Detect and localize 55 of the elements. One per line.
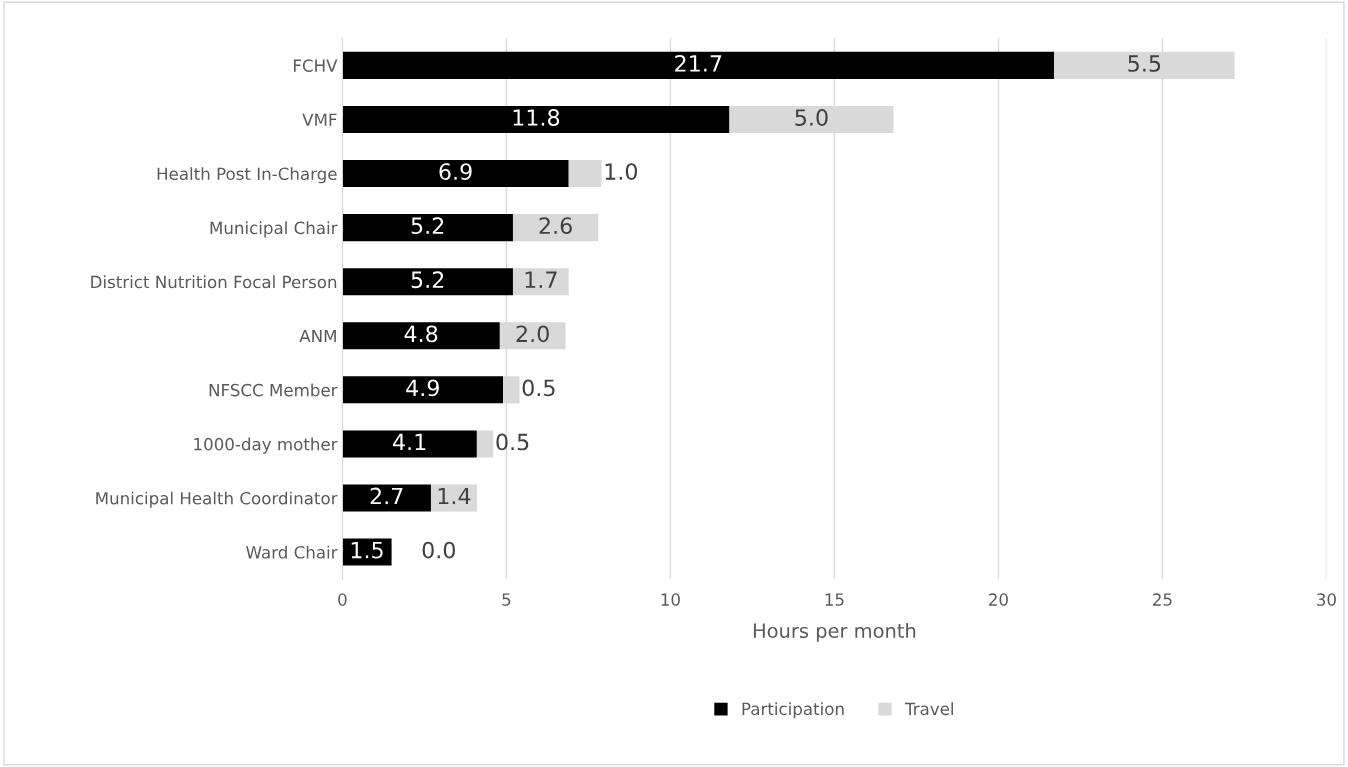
data-label: 1.4 [438, 487, 471, 505]
data-label: 6.9 [439, 163, 472, 180]
y-tick-label: Ward Chair [246, 545, 338, 559]
bar [342, 376, 504, 404]
bar [512, 214, 599, 242]
data-label: 1.7 [525, 271, 557, 288]
y-tick-label: Municipal Health Coordinator [96, 491, 338, 508]
legend-label: Travel [904, 702, 953, 716]
bar [342, 268, 513, 296]
y-tick-label: ANM [299, 329, 336, 343]
y-tick-label: District Nutrition Focal Person [91, 275, 337, 289]
bar [568, 160, 602, 188]
x-tick-label: 25 [1153, 593, 1172, 606]
y-tick-label: NFSCC Member [209, 383, 338, 397]
data-label: 5.2 [411, 271, 444, 289]
bar [342, 538, 392, 566]
bar [476, 430, 494, 458]
y-tick-label: FCHV [294, 59, 338, 72]
bar [342, 160, 569, 188]
data-label: 21.7 [675, 55, 722, 72]
data-label: 4.1 [393, 433, 426, 451]
data-label: 4.9 [406, 379, 439, 397]
x-tick-label: 5 [502, 593, 511, 606]
data-label: 2.0 [516, 325, 549, 343]
data-label: 11.8 [513, 109, 560, 126]
x-tick-label: 0 [338, 593, 347, 606]
data-label: 0.5 [522, 379, 555, 397]
y-tick-label: 1000-day mother [194, 437, 338, 454]
data-label: 5.5 [1128, 55, 1161, 72]
bar [342, 105, 730, 133]
y-tick-label: Municipal Chair [210, 221, 338, 238]
bar [512, 268, 569, 296]
data-label: 5.0 [795, 109, 828, 126]
bar [342, 322, 500, 350]
data-label: 0.0 [422, 541, 455, 559]
x-tick-label: 15 [825, 593, 844, 606]
data-label: 4.8 [404, 325, 438, 343]
bar [430, 484, 477, 512]
data-label: 0.5 [496, 433, 529, 451]
x-tick-label: 30 [1317, 593, 1336, 606]
data-label: 2.6 [539, 217, 572, 235]
data-label: 1.5 [351, 541, 383, 559]
bar [342, 214, 513, 242]
data-label: 2.7 [370, 487, 403, 505]
legend-label: Participation [742, 702, 844, 719]
x-axis-title: Hours per month [753, 622, 916, 642]
bar [342, 51, 1055, 79]
y-tick-label: Health Post In-Charge [157, 167, 337, 184]
bar [342, 430, 477, 458]
data-label: 1.0 [605, 163, 638, 180]
x-tick-label: 20 [989, 593, 1008, 606]
bar [342, 484, 431, 512]
y-tick-label: VMF [302, 113, 337, 126]
x-tick-label: 10 [661, 593, 680, 606]
data-label: 5.2 [411, 217, 444, 235]
